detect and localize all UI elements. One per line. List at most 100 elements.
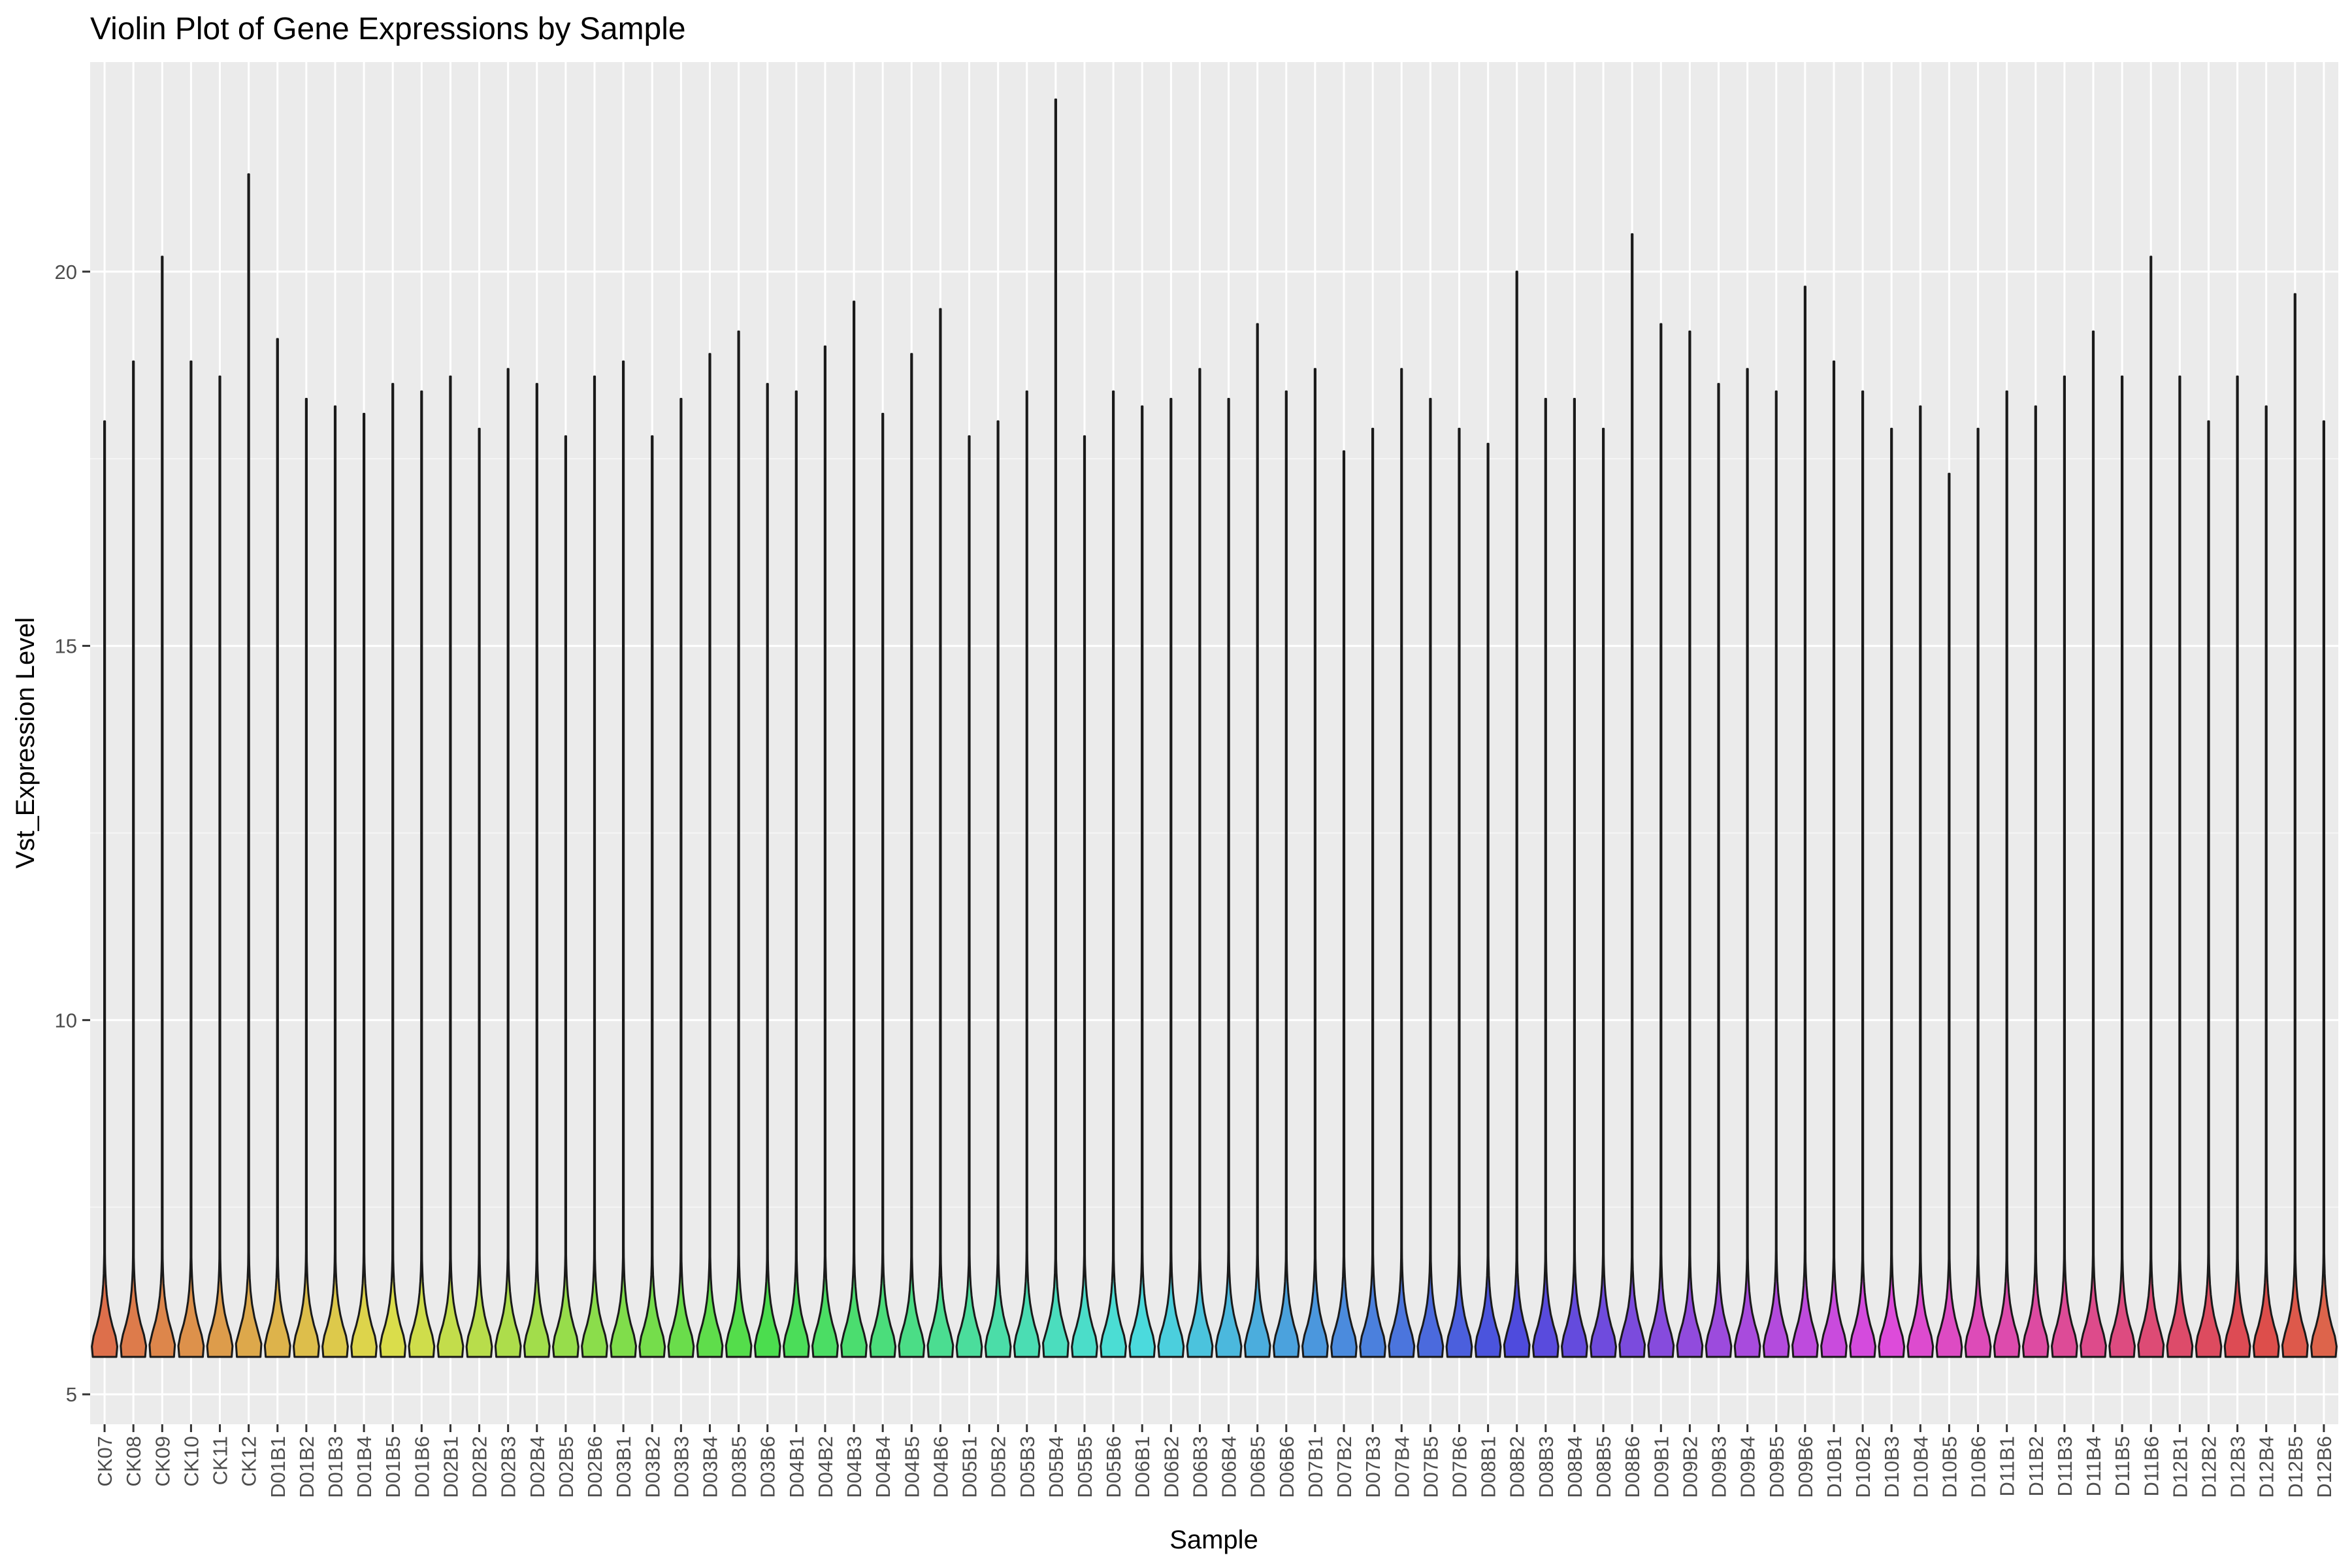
x-tick-label: D02B2 [468,1436,491,1498]
y-tick-label: 15 [55,635,77,658]
violin-D07B6 [1445,427,1473,1358]
x-tick-label: D07B1 [1304,1436,1327,1498]
x-tick-label: D03B4 [699,1436,722,1498]
x-tick-label: D03B3 [670,1436,693,1498]
violin-D05B1 [955,435,983,1358]
x-tick-label: CK09 [151,1436,174,1487]
violin-D03B6 [753,383,781,1358]
x-tick-label: D04B3 [843,1436,866,1498]
x-tick-label: D12B3 [2227,1436,2249,1498]
x-tick-label: D09B4 [1737,1436,1759,1498]
violin-D08B2 [1503,270,1531,1358]
violin-D08B6 [1618,233,1646,1358]
x-tick-label: D08B2 [1506,1436,1529,1498]
violin-D03B4 [696,353,724,1358]
x-tick-label: D02B1 [439,1436,462,1498]
violin-D08B3 [1531,398,1560,1358]
violin-D09B5 [1762,390,1790,1358]
violin-D07B5 [1416,398,1445,1358]
x-tick-label: D06B2 [1160,1436,1183,1498]
x-tick-label: D09B2 [1678,1436,1701,1498]
violin-D05B5 [1071,435,1098,1358]
x-tick-label: D01B4 [353,1436,376,1498]
violin-D06B3 [1186,368,1214,1358]
violin-D06B2 [1157,398,1185,1358]
x-tick-label: D08B4 [1563,1436,1586,1498]
x-tick-label: D06B5 [1247,1436,1269,1498]
violin-D02B1 [436,375,465,1358]
x-tick-label: D11B2 [2025,1436,2048,1497]
x-tick-label: D01B3 [324,1436,347,1498]
violin-D03B1 [610,360,637,1358]
x-tick-label: D10B6 [1967,1436,1990,1498]
x-tick-label: D08B1 [1477,1436,1500,1498]
x-tick-label: D09B1 [1650,1436,1673,1498]
violin-D12B3 [2223,375,2251,1358]
x-tick-label: D10B3 [1880,1436,1903,1498]
x-tick-label: D04B5 [900,1436,923,1498]
violin-D09B1 [1647,323,1675,1358]
x-tick-label: CK10 [180,1436,203,1487]
x-tick-label: D11B6 [2140,1436,2163,1497]
x-tick-label: D01B2 [295,1436,318,1498]
violin-D10B5 [1935,472,1963,1358]
violin-D12B5 [2281,293,2309,1358]
violin-D09B6 [1791,286,1819,1358]
violin-D07B3 [1359,427,1386,1358]
violin-D02B4 [523,383,551,1358]
x-tick-label: D09B6 [1794,1436,1817,1498]
x-tick-label: D08B6 [1621,1436,1644,1498]
x-tick-label: D11B1 [1996,1436,2019,1497]
x-tick-label: D01B1 [267,1436,289,1498]
violin-D03B3 [667,398,695,1358]
violin-D04B1 [782,390,810,1358]
violin-D10B1 [1820,360,1848,1358]
violin-D11B1 [1993,390,2021,1358]
violin-D07B2 [1330,450,1358,1358]
x-tick-label: D12B4 [2255,1436,2278,1498]
x-tick-label: D03B5 [728,1436,751,1498]
violin-CK10 [177,360,205,1358]
violin-CK11 [206,375,234,1358]
y-axis-ticks: 5 10 15 20 [55,261,90,1406]
violin-D01B4 [350,412,378,1358]
violin-D12B2 [2195,420,2223,1358]
violin-D11B6 [2137,255,2165,1358]
x-tick-label: D07B6 [1448,1436,1471,1498]
x-tick-label: D01B6 [410,1436,433,1498]
x-tick-label: D12B1 [2168,1436,2191,1498]
x-tick-label: D03B6 [757,1436,779,1498]
violin-D09B2 [1676,330,1704,1358]
violin-D12B1 [2166,375,2194,1358]
x-tick-label: D10B2 [1852,1436,1874,1498]
violin-D04B6 [926,308,955,1358]
x-tick-label: D12B6 [2313,1436,2336,1498]
x-tick-label: D01B5 [382,1436,404,1498]
violin-D08B5 [1590,427,1617,1358]
violin-D10B3 [1878,427,1906,1358]
violin-D10B2 [1849,390,1876,1358]
violin-D02B6 [581,375,608,1358]
x-tick-label: D02B3 [497,1436,520,1498]
x-tick-label: D09B3 [1708,1436,1731,1498]
violin-CK07 [91,420,118,1358]
x-tick-label: D11B5 [2111,1436,2134,1497]
x-tick-label: D05B1 [958,1436,981,1498]
violin-CK08 [120,360,148,1358]
violin-D01B6 [408,390,436,1358]
x-tick-label: D08B3 [1535,1436,1558,1498]
violin-D03B2 [638,435,666,1358]
violin-D02B5 [552,435,580,1358]
x-tick-label: D11B4 [2082,1436,2105,1497]
x-tick-label: D05B2 [987,1436,1010,1498]
x-tick-label: D05B4 [1045,1436,1068,1498]
x-tick-label: D06B1 [1131,1436,1154,1498]
violin-D10B6 [1964,427,1992,1358]
violin-D06B6 [1272,390,1300,1358]
x-tick-label: CK11 [209,1436,232,1485]
violin-D06B1 [1128,405,1156,1358]
violin-D12B6 [2310,420,2338,1358]
x-tick-label: CK07 [93,1436,116,1487]
violin-D06B5 [1243,323,1271,1358]
